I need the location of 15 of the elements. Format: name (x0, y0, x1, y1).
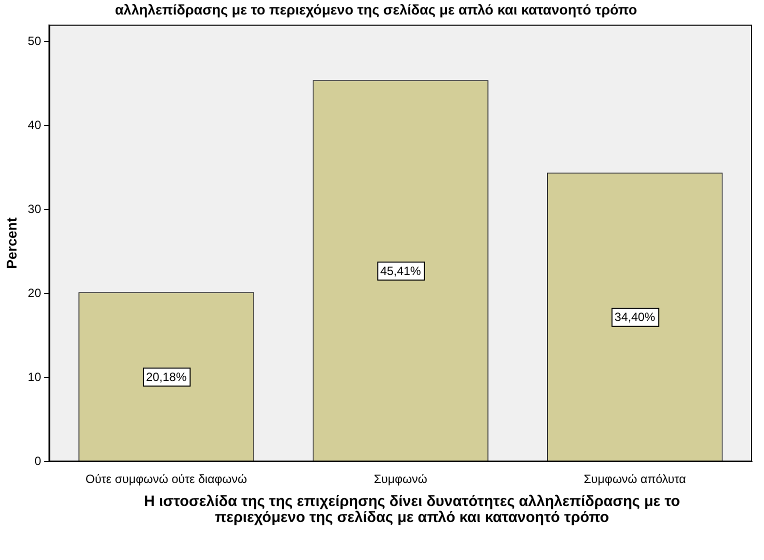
x-tick-label: Ούτε συμφωνώ ούτε διαφωνώ (86, 472, 248, 486)
x-tick-label: Συμφωνώ (374, 472, 428, 486)
y-tick-label: 30 (28, 202, 42, 216)
y-tick-label: 20 (28, 286, 42, 300)
chart-title: αλληλεπίδρασης με το περιεχόμενο της σελίδας με απλό και κατανοητό τρόπο (114, 1, 638, 18)
data-label: 34,40% (614, 310, 656, 324)
y-tick-label: 10 (28, 370, 42, 384)
data-label: 20,18% (146, 370, 187, 384)
x-axis-title: Η ιστοσελίδα της της επιχείρησης δίνει δυνατότητες αλληλεπίδρασης με το περιεχόμενο της σελίδας με απλό και κατανοητό τρόπο (142, 493, 682, 526)
x-tick-label: Συμφωνώ απόλυτα (584, 472, 686, 486)
y-tick-label: 50 (28, 34, 42, 48)
y-axis-title: Percent (3, 217, 20, 269)
y-tick-label: 0 (34, 454, 42, 468)
data-label: 45,41% (380, 264, 422, 278)
y-tick-label: 40 (28, 118, 42, 132)
